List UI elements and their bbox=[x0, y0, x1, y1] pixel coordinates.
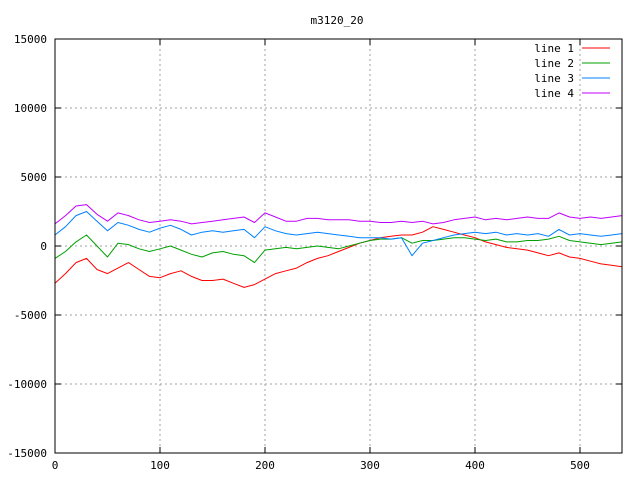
legend-label-3: line 3 bbox=[534, 72, 574, 85]
x-tick-label: 400 bbox=[465, 459, 485, 472]
series-layer bbox=[54, 204, 623, 288]
x-tick-label: 0 bbox=[52, 459, 59, 472]
legend-label-4: line 4 bbox=[534, 87, 574, 100]
y-tick-label: 10000 bbox=[14, 102, 47, 115]
y-tick-label: -15000 bbox=[7, 447, 47, 460]
y-tick-label: 0 bbox=[40, 240, 47, 253]
x-tick-label: 200 bbox=[255, 459, 275, 472]
series-line-4 bbox=[54, 204, 623, 225]
legend-label-2: line 2 bbox=[534, 57, 574, 70]
series-line-2 bbox=[54, 234, 623, 264]
series-line-1 bbox=[54, 226, 623, 288]
y-tick-label: 15000 bbox=[14, 33, 47, 46]
x-tick-label: 500 bbox=[570, 459, 590, 472]
y-tick-label: -10000 bbox=[7, 378, 47, 391]
y-tick-label: 5000 bbox=[21, 171, 48, 184]
legend-label-1: line 1 bbox=[534, 42, 574, 55]
y-tick-label: -5000 bbox=[14, 309, 47, 322]
legend: line 1 line 2 line 3 line 4 bbox=[534, 42, 610, 100]
series-line-3 bbox=[54, 211, 623, 257]
chart-title: m3120_20 bbox=[311, 14, 364, 27]
x-tick-label: 100 bbox=[150, 459, 170, 472]
grid bbox=[55, 39, 622, 453]
x-tick-label: 300 bbox=[360, 459, 380, 472]
axes: 0 100 200 300 400 500 -15000 -10000 -5000 0 5000 10… bbox=[7, 33, 622, 472]
